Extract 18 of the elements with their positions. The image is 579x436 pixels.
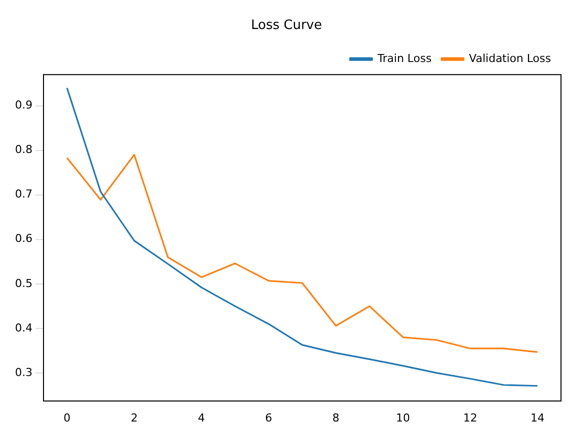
x-tick-label: 14 — [530, 411, 544, 424]
x-tick-label: 2 — [130, 411, 138, 424]
x-tick-label: 12 — [463, 411, 478, 424]
x-tick-label: 8 — [332, 411, 340, 424]
y-tick-label: 0.9 — [14, 98, 32, 112]
y-tick-label: 0.6 — [14, 232, 32, 246]
y-tick-label: 0.3 — [14, 366, 32, 379]
x-tick-label: 10 — [396, 411, 410, 424]
x-tick-label: 6 — [265, 411, 272, 424]
chart-title: Loss Curve — [251, 18, 322, 34]
x-tick-label: 4 — [198, 411, 205, 424]
y-tick-label: 0.8 — [14, 143, 32, 156]
legend-label: Validation Loss — [469, 52, 552, 65]
y-tick-label: 0.7 — [14, 188, 32, 201]
y-tick-label: 0.4 — [14, 321, 32, 334]
x-tick-label: 0 — [64, 411, 71, 424]
y-tick-label: 0.5 — [14, 276, 32, 290]
legend-label: Train Loss — [376, 52, 432, 65]
